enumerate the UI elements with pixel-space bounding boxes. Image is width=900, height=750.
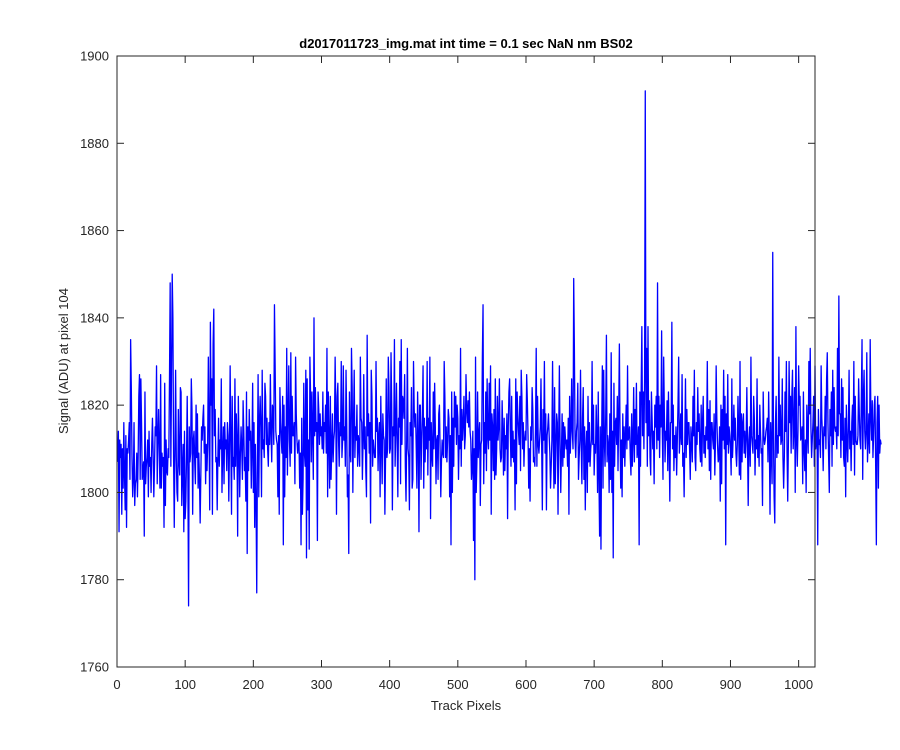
- x-tick-label: 800: [651, 677, 673, 692]
- x-axis-label: Track Pixels: [431, 698, 502, 713]
- x-tick-label: 200: [242, 677, 264, 692]
- y-tick-label: 1840: [80, 310, 109, 325]
- x-tick-label: 0: [113, 677, 120, 692]
- y-tick-label: 1780: [80, 572, 109, 587]
- x-axis: 0 100 200 300 400 500 600 700 800 900 1000: [113, 56, 813, 692]
- x-tick-label: 100: [174, 677, 196, 692]
- x-tick-label: 300: [311, 677, 333, 692]
- x-tick-label: 1000: [784, 677, 813, 692]
- y-tick-label: 1880: [80, 136, 109, 151]
- y-tick-label: 1860: [80, 223, 109, 238]
- x-tick-label: 500: [447, 677, 469, 692]
- series-line: [117, 90, 882, 607]
- y-tick-label: 1800: [80, 485, 109, 500]
- plot-area: [117, 56, 815, 667]
- x-tick-label: 400: [379, 677, 401, 692]
- y-tick-label: 1820: [80, 398, 109, 413]
- chart-title: d2017011723_img.mat int time = 0.1 sec N…: [299, 36, 632, 51]
- x-tick-label: 600: [515, 677, 537, 692]
- y-tick-label: 1900: [80, 49, 109, 64]
- x-tick-label: 900: [720, 677, 742, 692]
- y-tick-label: 1760: [80, 660, 109, 675]
- series-layer: [117, 90, 882, 607]
- y-axis-label: Signal (ADU) at pixel 104: [56, 288, 71, 434]
- axes-frame: [116, 55, 816, 668]
- x-tick-label: 700: [583, 677, 605, 692]
- y-axis: 1760 1780 1800 1820 1840 1860 1880 1900: [80, 49, 815, 675]
